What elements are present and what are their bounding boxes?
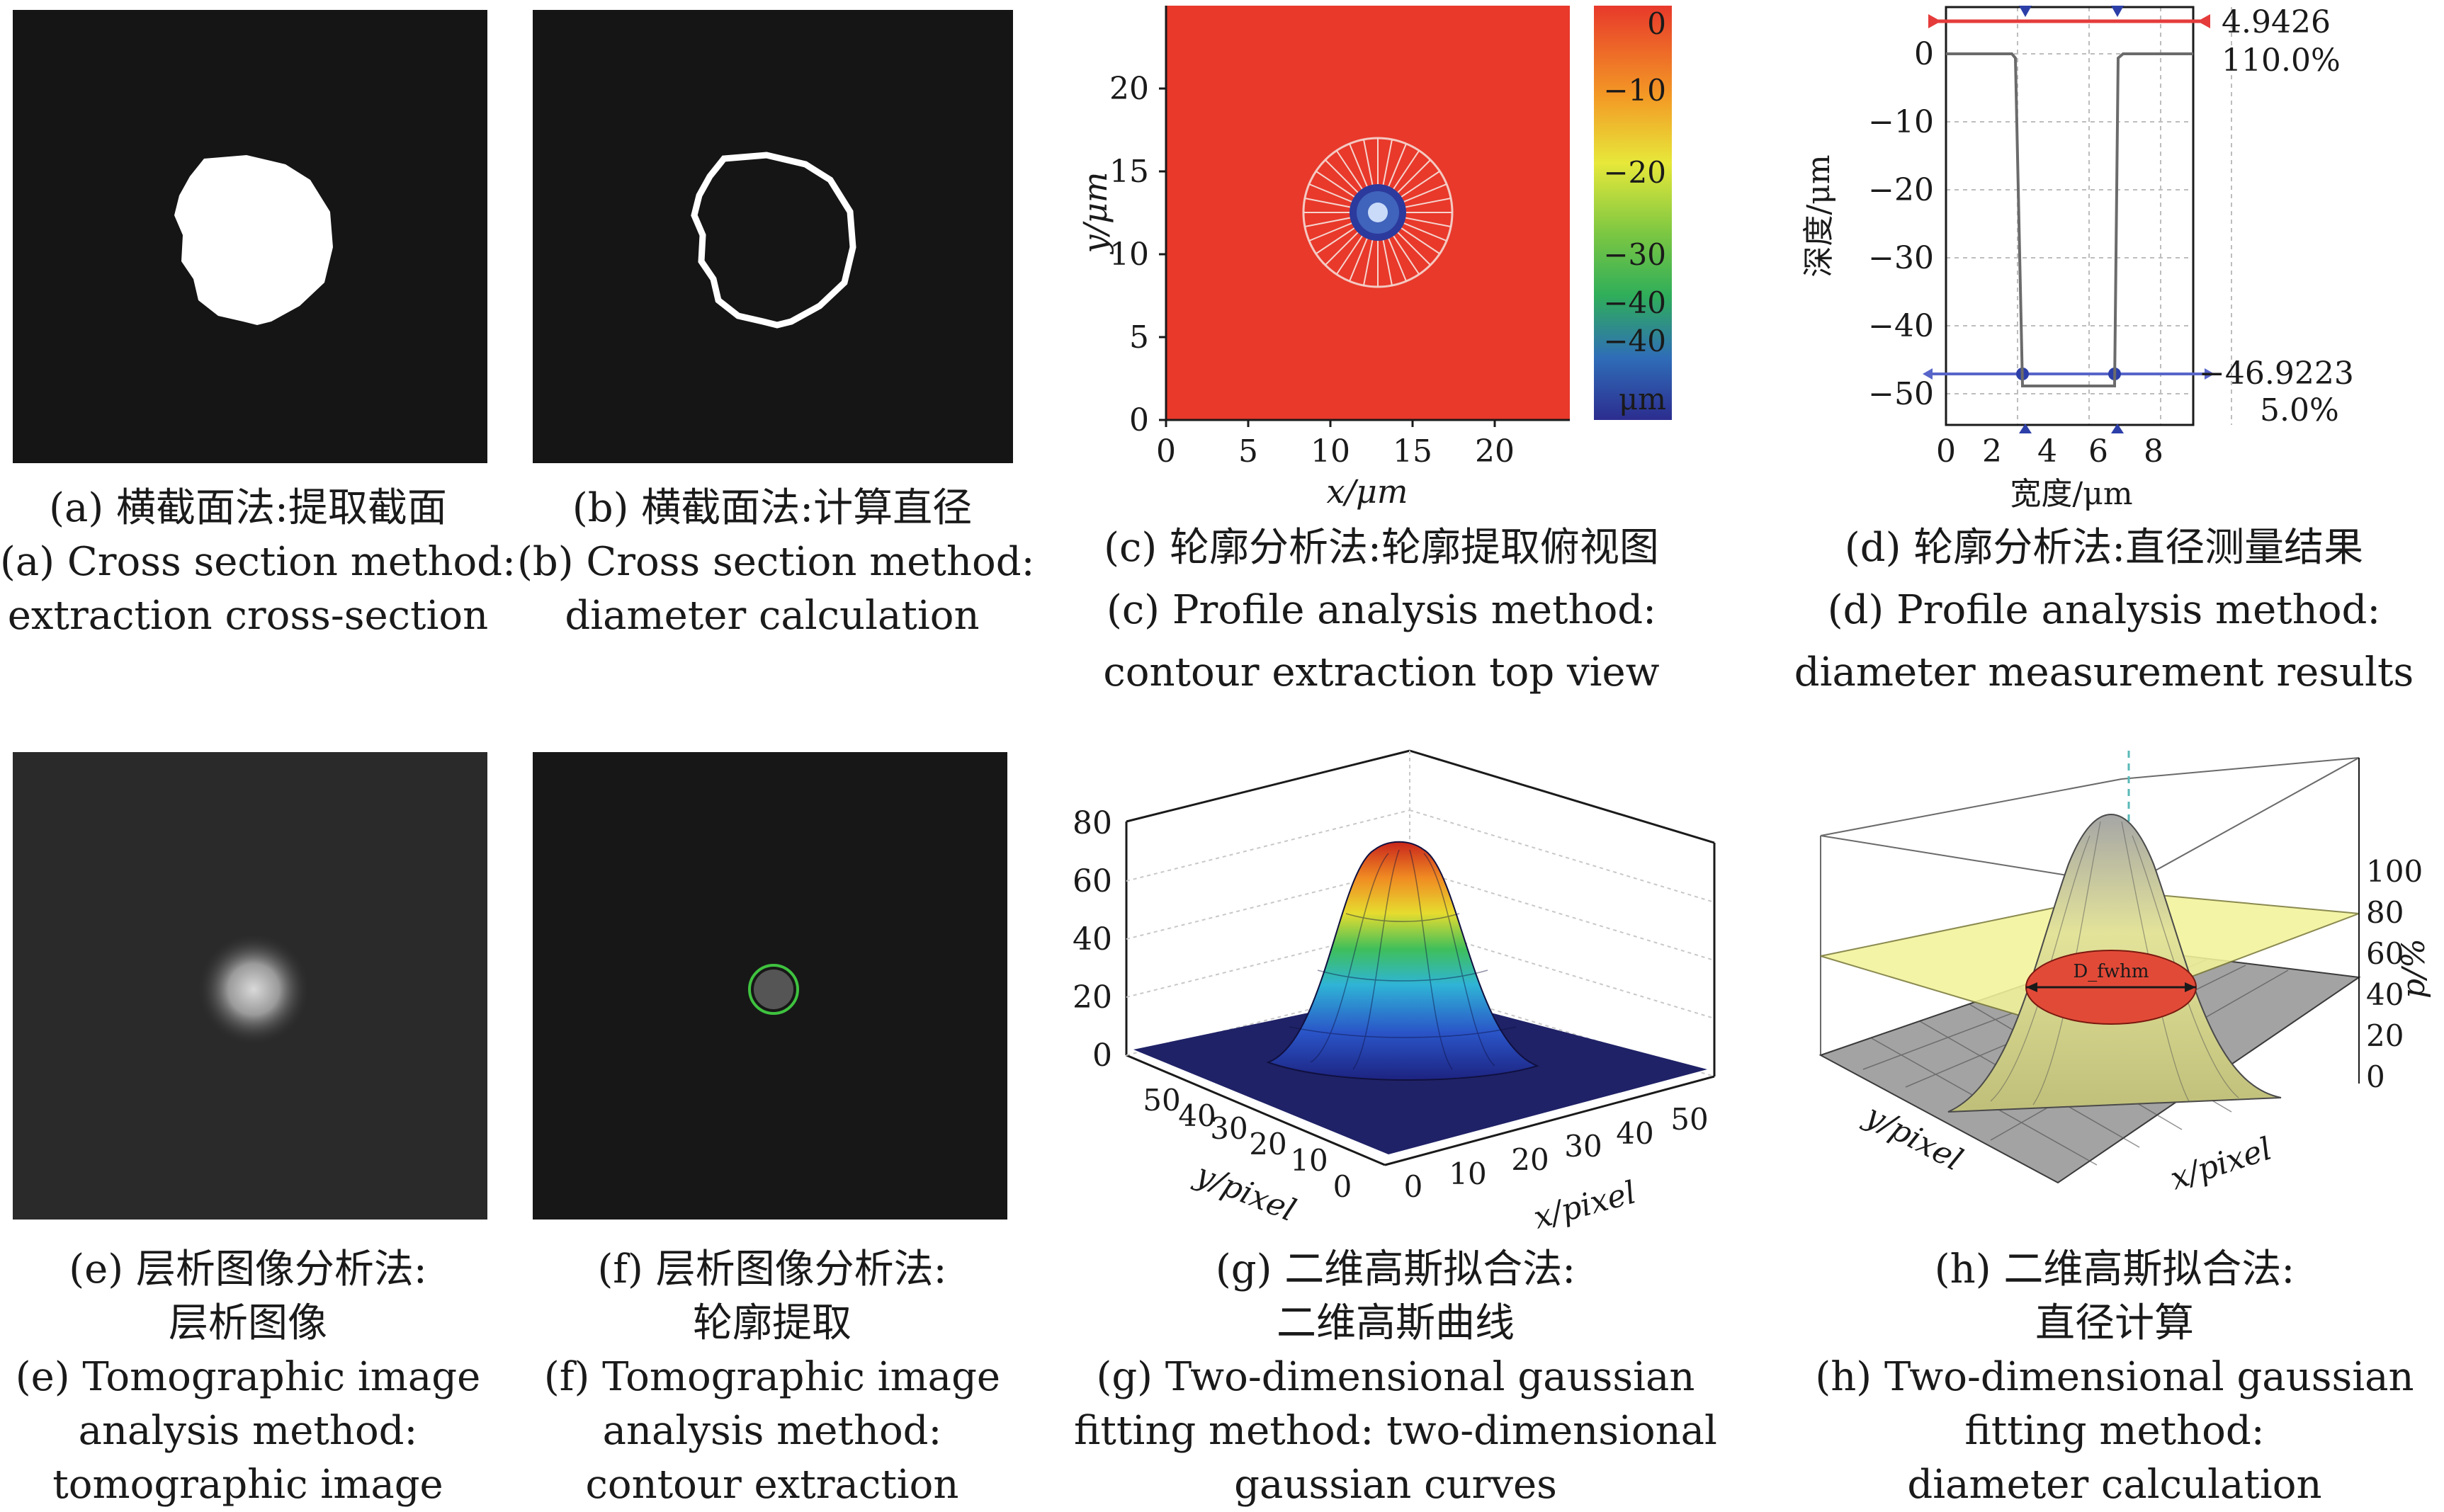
xtick: 0 xyxy=(1156,433,1176,470)
ztick: 20 xyxy=(2366,1018,2404,1053)
diameter-outline xyxy=(691,152,856,329)
colorbar-tick: −30 xyxy=(1603,237,1666,272)
ytick: 30 xyxy=(1210,1111,1248,1146)
cross-section-blob xyxy=(174,155,333,325)
ytick: −10 xyxy=(1868,104,1934,140)
panel-b-image xyxy=(533,10,1013,463)
ytick: 10 xyxy=(1290,1143,1328,1178)
colorbar-tick: −20 xyxy=(1603,155,1666,190)
ztick: 80 xyxy=(2366,895,2404,930)
ytick: 0 xyxy=(1333,1169,1352,1204)
ytick: 5 xyxy=(1129,319,1149,356)
panel-f-image xyxy=(533,752,1007,1220)
bottom-percent-label: 5.0% xyxy=(2260,392,2339,428)
panel-h-gaussian-diameter: D_fwhm 0 20 40 60 80 100 p/% y/pixel x/p… xyxy=(1818,751,2432,1198)
xtick: 20 xyxy=(1475,433,1515,470)
top-percent-label: 110.0% xyxy=(2222,42,2341,79)
xtick: 5 xyxy=(1238,433,1258,470)
ytick: −50 xyxy=(1868,376,1934,412)
panel-g-gaussian-surface: 0 20 40 60 80 0 10 20 30 40 50 0 10 20 3… xyxy=(1073,749,1716,1237)
colorbar-tick: −40 xyxy=(1603,324,1666,358)
ytick: 20 xyxy=(1109,71,1149,107)
colorbar-tick: −10 xyxy=(1603,73,1666,108)
colorbar-tick: −40 xyxy=(1603,285,1666,320)
caption-a: (a) 横截面法:提取截面 (a) Cross section method: … xyxy=(0,485,516,639)
tomographic-spot xyxy=(197,933,310,1046)
ztick: 100 xyxy=(2366,854,2423,889)
xtick: 0 xyxy=(1404,1169,1423,1204)
ytick: 0 xyxy=(1914,36,1934,72)
xtick: 15 xyxy=(1393,433,1432,470)
panel-a-image xyxy=(13,10,487,463)
caption-d: (d) 轮廓分析法:直径测量结果 (d) Profile analysis me… xyxy=(1794,525,2414,695)
ytick: 50 xyxy=(1143,1083,1180,1118)
contour-rings xyxy=(1302,137,1454,288)
panel-c-contour-plot: 0 5 10 15 20 0 5 10 15 20 x/μm y/μm 0 −1… xyxy=(1076,6,1672,511)
caption-c: (c) 轮廓分析法:轮廓提取俯视图 (c) Profile analysis m… xyxy=(1103,525,1660,695)
x-axis-label: x/pixel xyxy=(2166,1131,2276,1198)
colorbar xyxy=(1594,6,1672,420)
caption-b: (b) 横截面法:计算直径 (b) Cross section method: … xyxy=(517,485,1035,639)
extracted-contour xyxy=(748,964,799,1015)
ytick: −40 xyxy=(1868,308,1934,344)
caption-e: (e) 层析图像分析法: 层析图像 (e) Tomographic image … xyxy=(15,1246,481,1508)
profile-frame xyxy=(1945,6,2195,426)
ytick: 20 xyxy=(1249,1127,1286,1161)
diameter-label: D_fwhm xyxy=(2073,961,2149,982)
xtick: 8 xyxy=(2144,433,2163,470)
x-axis-label: 宽度/μm xyxy=(2010,476,2132,512)
colorbar-tick: 0 xyxy=(1647,6,1666,41)
xtick: 2 xyxy=(1982,433,2002,470)
y-axis-label: y/μm xyxy=(1076,172,1114,255)
x-axis-label: x/μm xyxy=(1327,472,1408,511)
colorbar-unit: μm xyxy=(1619,382,1666,416)
y-axis-label: y/pixel xyxy=(1189,1156,1301,1229)
ytick: −20 xyxy=(1868,172,1934,208)
bottom-value-label: −46.9223 xyxy=(2199,356,2354,392)
xtick: 10 xyxy=(1449,1156,1486,1191)
ztick: 60 xyxy=(2366,936,2404,971)
gaussian-peak xyxy=(1266,841,1540,1081)
x-axis-label: x/pixel xyxy=(1530,1174,1640,1236)
z-axis-label: p/% xyxy=(2396,938,2432,999)
ytick: −30 xyxy=(1868,240,1934,276)
xtick: 40 xyxy=(1616,1116,1653,1151)
top-value-label: 4.9426 xyxy=(2222,4,2331,40)
profile-curve xyxy=(1946,52,2193,387)
caption-f: (f) 层析图像分析法: 轮廓提取 (f) Tomographic image … xyxy=(543,1246,1001,1508)
xtick: 6 xyxy=(2088,433,2108,470)
xtick: 4 xyxy=(2037,433,2057,470)
xtick: 10 xyxy=(1311,433,1350,470)
ytick: 0 xyxy=(1129,402,1149,438)
ytick: 15 xyxy=(1109,154,1149,190)
ytick: 10 xyxy=(1109,237,1149,273)
ztick: 40 xyxy=(1073,921,1112,957)
contour-axes xyxy=(1159,6,1570,427)
panel-d-profile-plot: 0 −10 −20 −30 −40 −50 0 2 4 6 8 宽度/μm 深度… xyxy=(1801,4,2354,512)
caption-g: (g) 二维高斯拟合法: 二维高斯曲线 (g) Two-dimensional … xyxy=(1074,1246,1717,1508)
caption-h: (h) 二维高斯拟合法: 直径计算 (h) Two-dimensional ga… xyxy=(1815,1246,2414,1508)
ztick: 0 xyxy=(1092,1038,1112,1074)
xtick: 0 xyxy=(1936,433,1956,470)
y-axis-label: 深度/μm xyxy=(1801,154,1837,277)
ytick: 40 xyxy=(1178,1098,1216,1133)
xtick: 30 xyxy=(1564,1129,1602,1164)
xtick: 50 xyxy=(1670,1102,1708,1137)
ztick: 40 xyxy=(2366,977,2404,1012)
ztick: 80 xyxy=(1073,805,1112,841)
ztick: 0 xyxy=(2366,1059,2385,1094)
xtick: 20 xyxy=(1511,1142,1549,1177)
ztick: 20 xyxy=(1073,979,1112,1016)
panel-e-image xyxy=(13,752,487,1220)
ztick: 60 xyxy=(1073,863,1112,899)
